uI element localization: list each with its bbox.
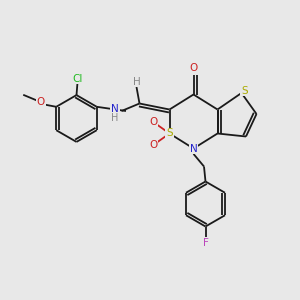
Text: S: S — [166, 128, 173, 139]
Text: O: O — [37, 97, 45, 107]
Text: O: O — [149, 117, 157, 127]
Text: H: H — [111, 112, 118, 123]
Text: N: N — [111, 103, 119, 114]
Text: O: O — [149, 140, 157, 150]
Text: O: O — [189, 63, 198, 74]
Text: N: N — [190, 143, 197, 154]
Text: H: H — [133, 76, 140, 87]
Text: F: F — [202, 238, 208, 248]
Text: Cl: Cl — [73, 74, 83, 84]
Text: S: S — [241, 85, 248, 96]
